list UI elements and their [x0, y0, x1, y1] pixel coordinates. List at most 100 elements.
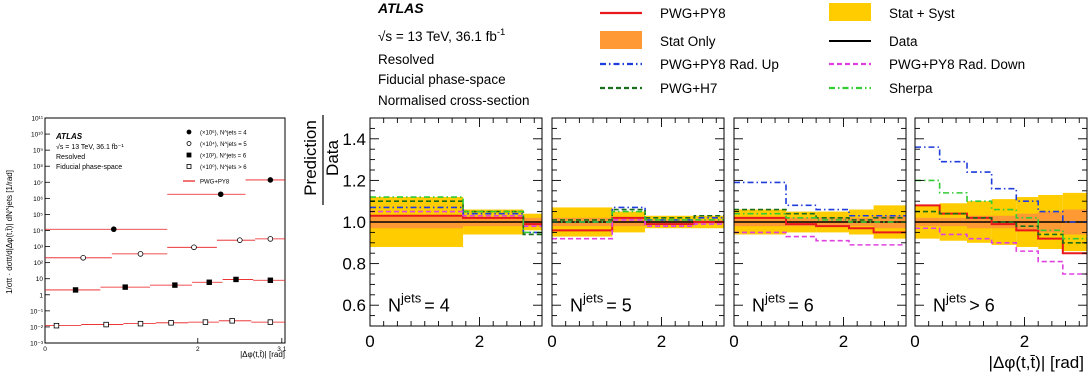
small-legend-marker-2 — [186, 152, 192, 158]
small-point-s3-p6 — [267, 319, 274, 325]
energy-label: √s = 13 TeV, 36.1 fb-1 — [378, 27, 505, 44]
series-pwg-py8-p3 — [915, 204, 1087, 255]
legend-label-5: PWG+PY8 Rad. Down — [889, 57, 1025, 72]
series-pwg-h7-p2 — [734, 208, 906, 221]
ratio-xtick-label-p2-0: 0 — [729, 332, 738, 351]
ratio-ytick-label-2: 1.0 — [342, 213, 366, 232]
series-sherpa-p0 — [370, 196, 542, 234]
series-pwg-h7-p1 — [552, 208, 724, 221]
series-pwg-py8-rad-down-p0 — [370, 210, 542, 227]
legend-label-1: Stat + Syst — [889, 6, 955, 21]
legend-box-2 — [600, 31, 642, 49]
small-plot-selection: Resolved — [56, 154, 85, 161]
small-log-plot: 1/σtt · dσtt/d|Δφ(t,t̄)| dN^jets [1/rad]… — [5, 116, 287, 360]
small-ytick-label-1: 10⁻² — [30, 324, 44, 331]
small-ytick-label-4: 10 — [36, 276, 44, 283]
header-text: ATLAS √s = 13 TeV, 36.1 fb-1 Resolved Fi… — [377, 0, 530, 108]
ratio-ylabel-bottom: Data — [323, 140, 342, 176]
selection-label: Resolved — [378, 52, 434, 67]
ratio-xtick-label-p1-0: 0 — [547, 332, 556, 351]
small-point-s1-p1 — [137, 251, 144, 257]
panel-label-4: Njets > 6 — [933, 290, 995, 315]
series-pwg-py8-p2 — [734, 216, 906, 234]
small-legend-label-2: (×10²), N^jets = 6 — [200, 154, 247, 160]
legend-label-7: Sherpa — [889, 81, 933, 96]
small-plot-data — [45, 177, 285, 329]
small-ytick-label-2: 10⁻¹ — [30, 308, 44, 315]
small-point-s3-p3 — [168, 320, 174, 326]
series-pwg-py8-p0 — [370, 214, 542, 226]
phase-space-label: Fiducial phase-space — [378, 72, 506, 87]
small-ytick-label-6: 10³ — [34, 244, 44, 251]
small-plot-phase-space: Fiducial phase-space — [56, 164, 122, 171]
ratio-xtick-label-p0-1: 2 — [475, 332, 484, 351]
ratio-ytick-label-3: 1.2 — [342, 171, 366, 190]
ratio-xtick-label-p1-1: 2 — [657, 332, 666, 351]
ratio-panel-4: 0 2 Njets > 6 — [910, 117, 1088, 351]
legend-label-6: PWG+H7 — [660, 81, 717, 96]
small-point-s1-p2 — [191, 244, 197, 251]
small-xtick-label-1: 2 — [196, 346, 200, 353]
small-point-s2-p1 — [122, 284, 128, 290]
small-ytick-label-0: 10⁻³ — [30, 341, 44, 348]
legend-label-3: Data — [889, 34, 918, 49]
small-legend-label-0: (×10⁶), N^jets = 4 — [200, 130, 247, 137]
small-point-s0-p1 — [217, 191, 224, 198]
small-plot-energy: √s = 13 TeV, 36.1 fb⁻¹ — [56, 143, 124, 151]
small-point-s1-p0 — [80, 255, 86, 261]
normalisation-label: Normalised cross-section — [378, 93, 530, 108]
small-legend-marker-1 — [186, 141, 192, 146]
ratio-panel-3: 0 2 Njets = 6 — [729, 117, 907, 351]
ratio-panel-group: 0.6 0.8 1.0 1.2 1.4 0 2 Njets = 4 0 2 Njets = 5 0 2 Nje… — [342, 117, 1088, 351]
legend-box-1 — [829, 3, 871, 21]
ratio-ytick-label-0: 0.6 — [342, 296, 366, 315]
small-plot-legend: (×10⁶), N^jets = 4 (×10⁴), N^jets = 5 (×10… — [183, 130, 247, 186]
legend-label-0: PWG+PY8 — [660, 6, 726, 21]
small-ytick-label-13: 10¹⁰ — [31, 131, 43, 139]
ratio-xtick-label-p3-1: 2 — [1020, 332, 1029, 351]
small-plot-frame — [44, 117, 286, 344]
small-point-s2-p0 — [72, 287, 79, 293]
small-point-s1-p4 — [267, 236, 274, 242]
small-plot-atlas: ATLAS — [55, 132, 83, 141]
small-ytick-label-9: 10⁶ — [33, 196, 43, 203]
small-ytick-label-7: 10⁴ — [33, 228, 43, 235]
small-point-s0-p0 — [110, 226, 117, 233]
series-pwg-h7-p3 — [915, 210, 1087, 244]
ratio-panels: Prediction Data |Δφ(t,t̄)| [rad] 0.6 0.8 1… — [301, 115, 1088, 372]
small-point-s2-p5 — [267, 277, 274, 283]
series-pwg-py8-rad-down-p3 — [915, 227, 1087, 275]
ratio-ylabel-top: Prediction — [301, 120, 320, 196]
small-point-s3-p0 — [53, 322, 60, 329]
small-plot-axes: 10⁻³ 10⁻² 10⁻¹ 1 10 10² 10³ 10⁴ 10⁵ 10⁶ 10⁷ 10⁸ 10⁹ 1… — [30, 116, 287, 354]
series-sherpa-p2 — [734, 212, 906, 223]
small-xtick-label-0: 0 — [43, 346, 47, 353]
small-plot-xlabel: |Δφ(t,t̄)| [rad] — [240, 350, 285, 359]
series-sherpa-p3 — [915, 179, 1087, 240]
panel-label-1: Njets = 4 — [388, 290, 450, 315]
small-ytick-label-3: 1 — [39, 292, 43, 299]
atlas-label: ATLAS — [377, 0, 424, 16]
small-ytick-label-11: 10⁸ — [33, 164, 43, 171]
small-legend-label-4: PWG+PY8 — [200, 180, 230, 186]
small-point-s2-p4 — [233, 276, 239, 283]
small-point-s3-p5 — [229, 318, 235, 324]
small-point-s3-p2 — [137, 320, 144, 327]
ratio-xtick-label-p2-1: 2 — [839, 332, 848, 351]
small-point-s2-p2 — [172, 282, 178, 288]
small-ytick-label-5: 10² — [34, 260, 44, 267]
ratio-xlabel: |Δφ(t,t̄)| [rad] — [989, 353, 1084, 372]
small-legend-label-3: (×10⁰), N^jets > 6 — [200, 164, 247, 171]
small-point-s3-p4 — [202, 319, 209, 325]
small-plot-ylabel: 1/σtt · dσtt/d|Δφ(t,t̄)| dN^jets [1/rad] — [5, 170, 14, 294]
ratio-panel-2: 0 2 Njets = 5 — [547, 117, 725, 351]
small-ytick-label-14: 10¹¹ — [31, 116, 43, 123]
small-point-s0-p2 — [267, 177, 274, 183]
ratio-ytick-label-1: 0.8 — [342, 255, 366, 274]
small-point-s1-p3 — [237, 237, 243, 243]
ratio-xtick-label-p0-0: 0 — [365, 332, 374, 351]
small-ytick-label-12: 10⁹ — [33, 148, 43, 155]
main-legend: PWG+PY8 Stat + Syst Stat Only Data PWG+PY8 R… — [600, 3, 1025, 96]
series-pwg-py8-rad-down-p1 — [552, 219, 724, 240]
